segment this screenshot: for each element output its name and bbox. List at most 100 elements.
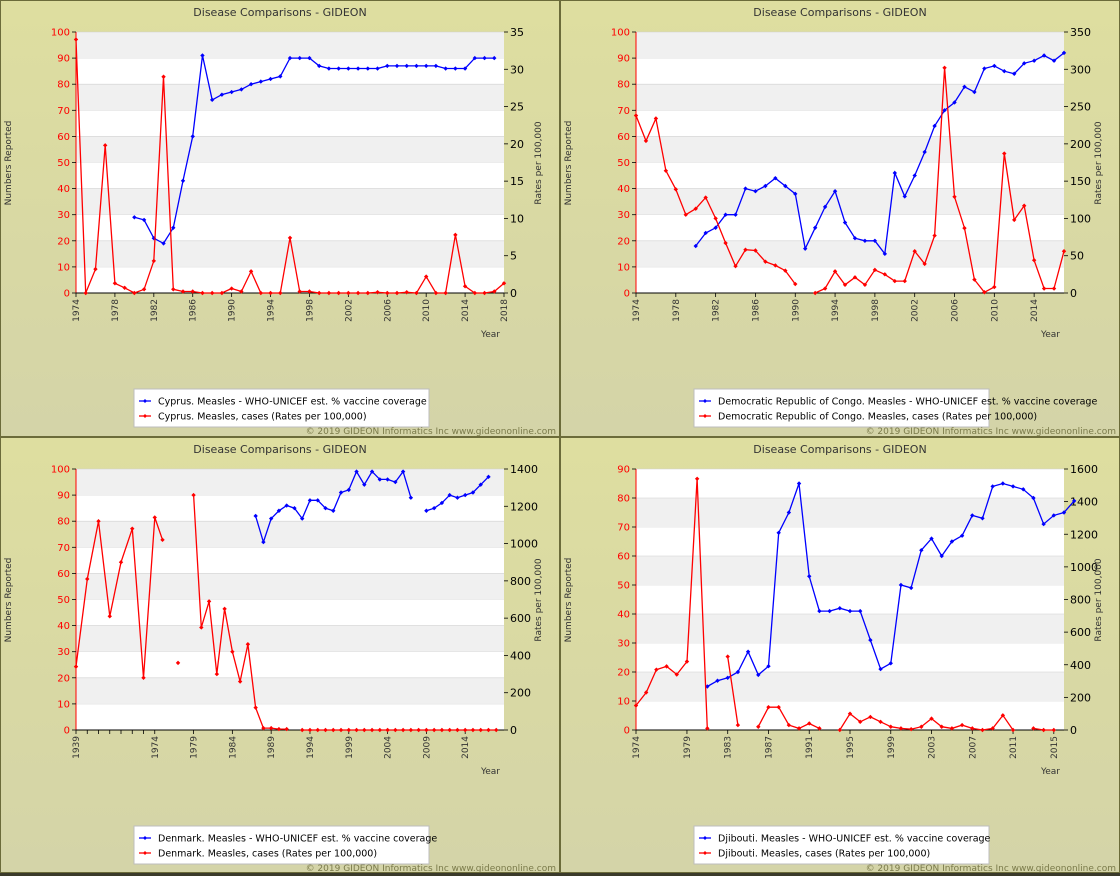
y-tick-label-left: 10	[617, 262, 630, 273]
data-point	[443, 66, 448, 71]
chart-title: Disease Comparisons - GIDEON	[753, 443, 926, 456]
data-point	[393, 479, 398, 485]
data-point	[292, 505, 297, 511]
data-point	[400, 727, 406, 733]
y-tick-label-right: 100	[1070, 212, 1091, 225]
data-point	[338, 490, 344, 495]
data-point	[408, 727, 414, 733]
x-axis-title: Year	[1040, 767, 1060, 777]
data-point	[151, 258, 157, 264]
data-point	[462, 66, 468, 71]
data-point	[404, 290, 409, 295]
data-point	[842, 220, 848, 225]
data-point	[1002, 68, 1007, 74]
y-tick-label-left: 40	[617, 610, 630, 621]
x-tick-label: 2003	[928, 736, 938, 759]
footer-copyright: © 2019 GIDEON Informatics Inc www.gideon…	[306, 427, 556, 436]
data-point	[892, 170, 897, 176]
y-tick-label-right: 1400	[510, 463, 538, 476]
data-point	[365, 66, 371, 71]
data-point	[1071, 498, 1077, 504]
y-tick-label-left: 20	[57, 236, 70, 247]
data-point	[633, 113, 639, 118]
x-tick-label: 2007	[968, 736, 978, 759]
data-point	[837, 727, 843, 733]
y-tick-label-left: 40	[57, 621, 70, 632]
chart-title: Disease Comparisons - GIDEON	[193, 443, 366, 456]
data-point	[404, 63, 409, 69]
data-point	[276, 726, 282, 732]
legend-marker	[703, 399, 707, 403]
data-point	[492, 55, 497, 61]
grid-band	[636, 672, 1064, 701]
data-point	[462, 727, 468, 733]
grid-band	[76, 677, 504, 704]
x-axis-title: Year	[1040, 330, 1060, 340]
data-point	[394, 290, 400, 296]
data-point	[152, 515, 157, 520]
data-point	[433, 63, 439, 69]
y-tick-label-right: 800	[510, 575, 531, 588]
x-tick-label: 2004	[384, 736, 394, 759]
data-point	[268, 725, 274, 731]
y-tick-label-left: 60	[57, 132, 70, 143]
data-point	[245, 642, 251, 647]
data-point	[400, 469, 406, 474]
data-point	[980, 727, 985, 733]
data-point	[857, 719, 863, 725]
y-tick-label-left: 60	[617, 552, 630, 563]
data-point	[385, 727, 390, 733]
data-point	[929, 536, 934, 541]
data-point	[190, 134, 195, 139]
footer-copyright: © 2019 GIDEON Informatics Inc www.gideon…	[866, 864, 1116, 872]
data-point	[107, 614, 112, 619]
data-point	[1051, 58, 1057, 63]
data-point	[723, 212, 728, 217]
data-point	[307, 55, 312, 61]
data-point	[443, 290, 448, 296]
data-point	[377, 477, 383, 482]
data-point	[447, 492, 452, 498]
data-point	[102, 143, 108, 148]
data-point	[338, 727, 344, 733]
y-tick-label-left: 50	[57, 595, 70, 606]
data-point	[878, 719, 883, 725]
data-point	[462, 492, 468, 498]
data-point	[470, 490, 476, 495]
x-tick-label: 1994	[306, 736, 316, 759]
data-point	[633, 703, 639, 708]
data-point	[663, 168, 669, 173]
data-point	[713, 225, 718, 230]
data-point	[643, 138, 649, 144]
data-point	[1041, 727, 1046, 733]
data-point	[307, 498, 313, 503]
x-tick-label: 1979	[190, 736, 200, 759]
y-tick-label-right: 15	[510, 175, 524, 188]
data-point	[494, 727, 499, 733]
y-tick-label-left: 40	[57, 184, 70, 195]
data-point	[385, 477, 390, 482]
y-axis-title-left: Numbers Reported	[564, 121, 574, 206]
data-point	[453, 66, 458, 71]
data-point	[852, 235, 858, 241]
x-tick-label: 2014	[461, 736, 471, 759]
data-point	[219, 290, 225, 296]
chart-svg-denmark: Disease Comparisons - GIDEON 0 10 20 30 40 50 6…	[4, 443, 556, 874]
data-point	[898, 726, 904, 731]
data-point	[297, 55, 302, 61]
data-point	[258, 290, 264, 296]
data-point	[377, 727, 383, 733]
y-tick-label-left: 70	[57, 543, 70, 554]
y-tick-label-right: 1000	[1070, 561, 1098, 574]
legend-label: Djibouti. Measles - WHO-UNICEF est. % va…	[718, 834, 991, 845]
y-tick-label-right: 30	[510, 63, 524, 76]
legend-label: Democratic Republic of Congo. Measles - …	[718, 397, 1097, 408]
legend-label: Democratic Republic of Congo. Measles, c…	[718, 412, 1037, 423]
data-point	[939, 553, 944, 559]
data-point	[683, 212, 688, 217]
x-tick-label: 1978	[111, 299, 121, 322]
chart-panel-drc: Disease Comparisons - GIDEON 0 10 20 30 40 50 6…	[560, 0, 1120, 437]
legend-marker	[143, 399, 147, 403]
y-axis-title-right: Rates per 100,000	[534, 121, 544, 204]
grid-band	[76, 188, 504, 215]
